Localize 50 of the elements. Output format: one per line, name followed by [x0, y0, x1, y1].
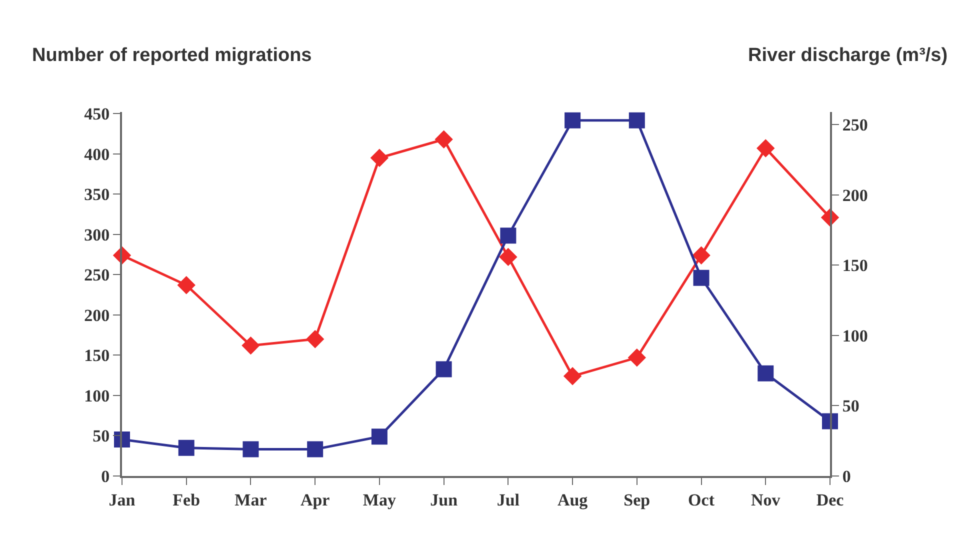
x-tick-label: Jul	[496, 490, 520, 510]
point	[178, 440, 194, 456]
y2-tick-label: 100	[842, 326, 868, 346]
x-tick-label: Jun	[430, 490, 458, 510]
point	[306, 330, 324, 348]
point	[177, 276, 196, 294]
point	[628, 112, 645, 128]
y-tick-label: 400	[84, 144, 110, 164]
x-tick-label: Feb	[172, 490, 200, 510]
point	[563, 367, 582, 386]
y-tick-label: 50	[92, 426, 110, 446]
y2-tick-label: 0	[842, 466, 851, 486]
x-tick-label: Oct	[688, 490, 715, 510]
x-tick-label: Sep	[624, 490, 650, 510]
y-tick-label: 300	[84, 225, 110, 244]
y-tick-label: 350	[84, 185, 110, 204]
point	[564, 112, 581, 128]
x-tick-label: Aug	[557, 490, 588, 510]
point	[307, 441, 324, 458]
point	[499, 248, 518, 266]
point	[628, 348, 646, 367]
point	[370, 148, 389, 167]
point	[693, 270, 710, 286]
x-tick-label: Dec	[816, 490, 844, 510]
x-tick-label: Jan	[108, 490, 136, 510]
y-tick-label: 250	[84, 266, 110, 285]
point	[436, 361, 452, 378]
point	[758, 365, 774, 382]
y-tick-label: 450	[84, 104, 110, 124]
point	[371, 428, 388, 445]
y2-tick-label: 250	[842, 116, 868, 135]
point	[242, 336, 260, 355]
point	[692, 246, 710, 264]
x-tick-label: Mar	[234, 490, 268, 510]
point	[434, 130, 453, 148]
x-tick-label: Apr	[300, 490, 330, 510]
y-axis-title: Number of reported migrations	[32, 45, 312, 66]
x-tick-label: Nov	[751, 490, 781, 510]
point	[756, 139, 775, 158]
y2-tick-label: 50	[842, 396, 860, 416]
y-tick-label: 100	[84, 386, 110, 406]
x-tick-label: May	[362, 490, 396, 510]
point	[500, 228, 516, 244]
y2-axis-title: River discharge (m³/s)	[748, 45, 948, 66]
y-tick-label: 200	[84, 306, 110, 325]
y2-tick-label: 150	[842, 256, 868, 276]
point	[242, 441, 259, 458]
y-tick-label: 150	[84, 346, 110, 366]
y2-tick-label: 200	[842, 186, 868, 205]
y-tick-label: 0	[101, 466, 110, 486]
